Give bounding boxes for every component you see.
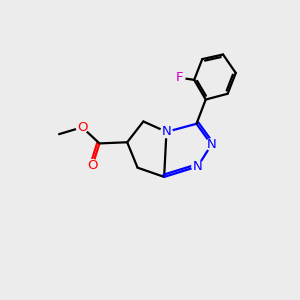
Text: N: N <box>162 125 171 138</box>
Text: F: F <box>176 71 183 84</box>
Circle shape <box>76 122 88 133</box>
Circle shape <box>161 126 172 138</box>
Circle shape <box>192 161 203 172</box>
Circle shape <box>206 139 217 150</box>
Circle shape <box>87 160 98 171</box>
Text: N: N <box>193 160 202 173</box>
Text: O: O <box>77 121 87 134</box>
Circle shape <box>173 72 185 83</box>
Text: O: O <box>87 159 98 172</box>
Text: N: N <box>207 138 216 151</box>
